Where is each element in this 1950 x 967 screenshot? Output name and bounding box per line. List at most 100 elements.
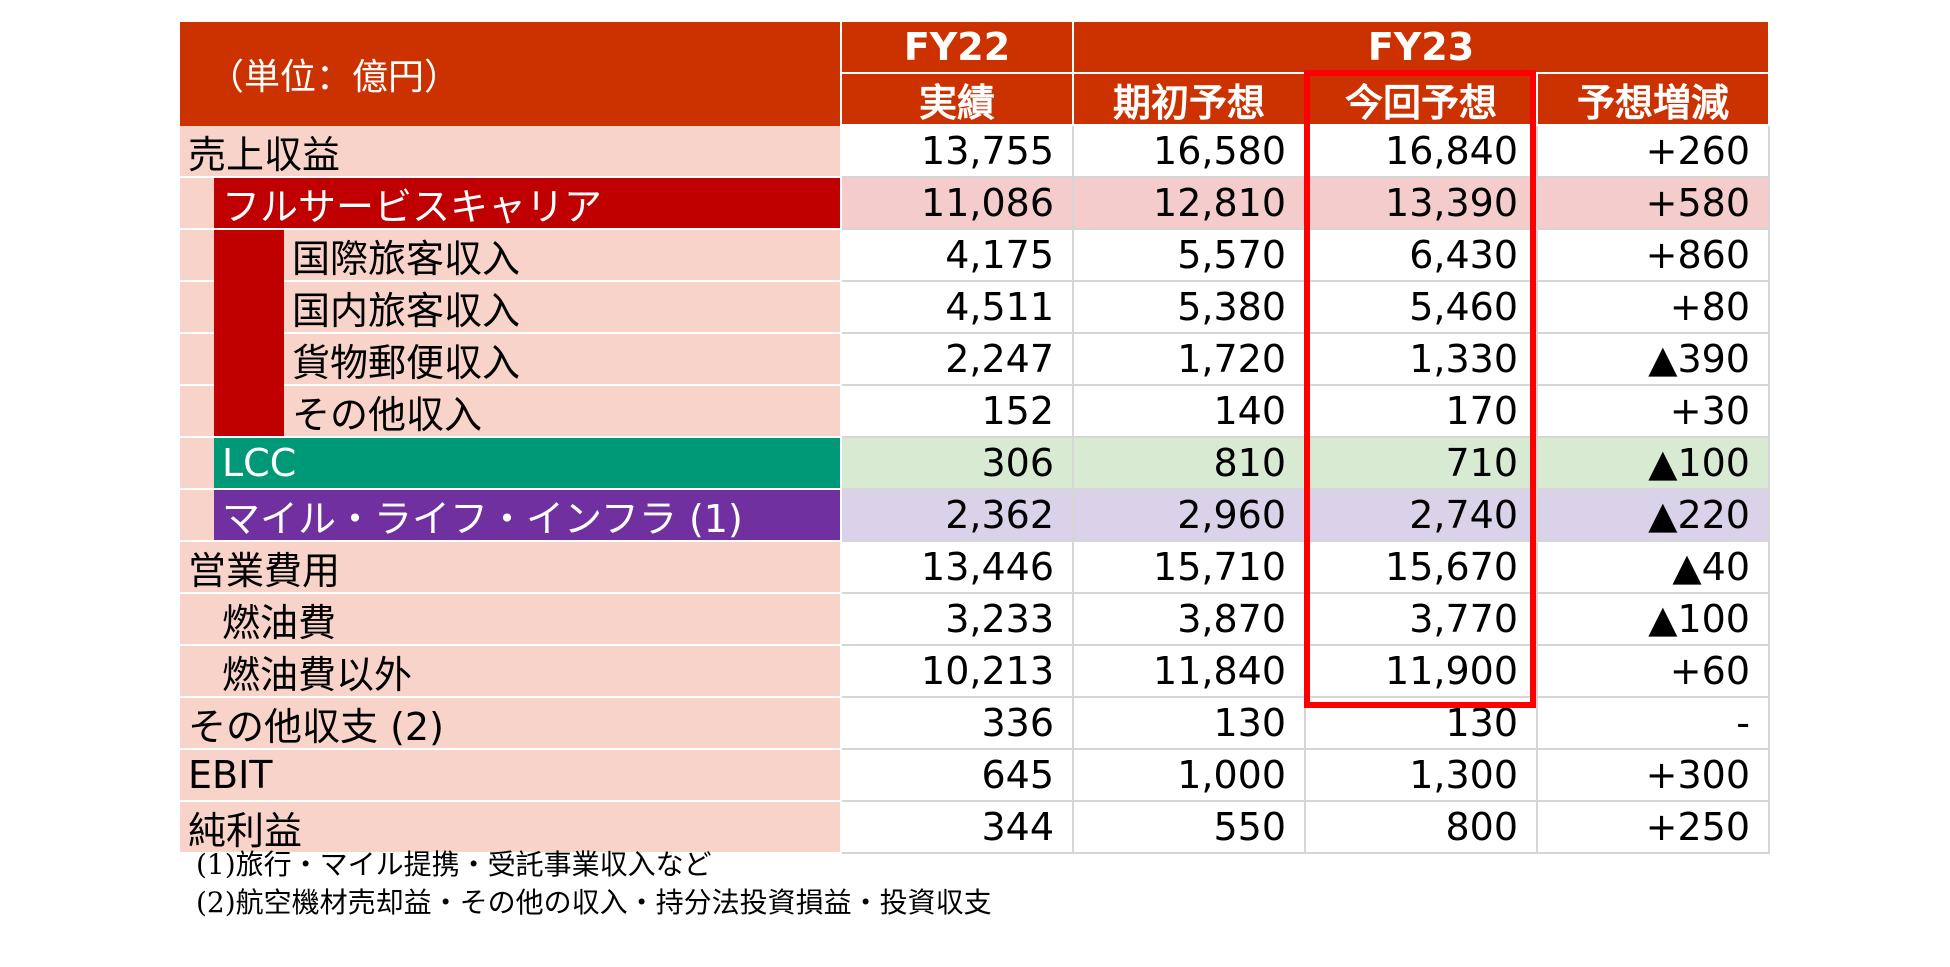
col-actual: 実績 bbox=[842, 74, 1074, 126]
value-cell: 2,960 bbox=[1074, 490, 1306, 542]
row-label: 燃油費 bbox=[222, 600, 337, 645]
value-cell: 15,710 bbox=[1074, 542, 1306, 594]
row-label: LCC bbox=[222, 441, 297, 485]
footnotes: (1)旅行・マイル提携・受託事業収入など (2)航空機材売却益・その他の収入・持… bbox=[196, 846, 992, 922]
footnote-2: (2)航空機材売却益・その他の収入・持分法投資損益・投資収支 bbox=[196, 886, 992, 919]
footnote-1: (1)旅行・マイル提携・受託事業収入など bbox=[196, 848, 712, 881]
value-cell: 3,870 bbox=[1074, 594, 1306, 646]
row-label: 貨物郵便収入 bbox=[292, 340, 521, 385]
value-cell: 5,570 bbox=[1074, 230, 1306, 282]
value-cell: +60 bbox=[1538, 646, 1770, 698]
value-cell: 1,000 bbox=[1074, 750, 1306, 802]
value-cell: ▲100 bbox=[1538, 594, 1770, 646]
header-row-columns: 実績 期初予想 今回予想 予想増減 bbox=[180, 74, 1770, 126]
value-cell: 3,770 bbox=[1306, 594, 1538, 646]
value-cell: 130 bbox=[1306, 698, 1538, 750]
value-cell: 344 bbox=[842, 802, 1074, 854]
table-row: その他収入 152 140 170 +30 bbox=[180, 386, 1770, 438]
value-cell: ▲100 bbox=[1538, 438, 1770, 490]
table-row: 国内旅客収入 4,511 5,380 5,460 +80 bbox=[180, 282, 1770, 334]
table-row: 燃油費以外 10,213 11,840 11,900 +60 bbox=[180, 646, 1770, 698]
mile-band: マイル・ライフ・インフラ (1) bbox=[214, 490, 840, 541]
fsc-bracket bbox=[214, 334, 284, 386]
table-row: 純利益 344 550 800 +250 bbox=[180, 802, 1770, 854]
row-label: 国際旅客収入 bbox=[292, 236, 521, 281]
value-cell: +80 bbox=[1538, 282, 1770, 334]
row-label: 営業費用 bbox=[188, 548, 341, 593]
value-cell: 11,900 bbox=[1306, 646, 1538, 698]
value-cell: +300 bbox=[1538, 750, 1770, 802]
financial-table: （単位：億円） FY22 FY23 実績 期初予想 今回予想 予想増減 売上収益… bbox=[180, 22, 1770, 854]
value-cell: ▲40 bbox=[1538, 542, 1770, 594]
col-initial-forecast: 期初予想 bbox=[1074, 74, 1306, 126]
value-cell: 16,840 bbox=[1306, 126, 1538, 178]
value-cell: 13,390 bbox=[1306, 178, 1538, 230]
fy22-header: FY22 bbox=[842, 22, 1074, 74]
fsc-band: フルサービスキャリア bbox=[214, 178, 840, 229]
value-cell: 1,330 bbox=[1306, 334, 1538, 386]
value-cell: 13,755 bbox=[842, 126, 1074, 178]
value-cell: 15,670 bbox=[1306, 542, 1538, 594]
table-row: 国際旅客収入 4,175 5,570 6,430 +860 bbox=[180, 230, 1770, 282]
value-cell: 550 bbox=[1074, 802, 1306, 854]
value-cell: 710 bbox=[1306, 438, 1538, 490]
value-cell: 12,810 bbox=[1074, 178, 1306, 230]
row-label: フルサービスキャリア bbox=[222, 184, 603, 229]
value-cell: +580 bbox=[1538, 178, 1770, 230]
fy23-header: FY23 bbox=[1074, 22, 1770, 74]
row-label: 純利益 bbox=[188, 808, 303, 853]
value-cell: 1,720 bbox=[1074, 334, 1306, 386]
value-cell: 152 bbox=[842, 386, 1074, 438]
value-cell: 810 bbox=[1074, 438, 1306, 490]
value-cell: 336 bbox=[842, 698, 1074, 750]
value-cell: 140 bbox=[1074, 386, 1306, 438]
table-row: EBIT 645 1,000 1,300 +300 bbox=[180, 750, 1770, 802]
table-row: 売上収益 13,755 16,580 16,840 +260 bbox=[180, 126, 1770, 178]
row-label: EBIT bbox=[188, 753, 273, 797]
value-cell: 6,430 bbox=[1306, 230, 1538, 282]
value-cell: 10,213 bbox=[842, 646, 1074, 698]
value-cell: 4,175 bbox=[842, 230, 1074, 282]
row-label: 燃油費以外 bbox=[222, 652, 413, 697]
value-cell: +30 bbox=[1538, 386, 1770, 438]
row-label: 国内旅客収入 bbox=[292, 288, 521, 333]
value-cell: 2,247 bbox=[842, 334, 1074, 386]
value-cell: 11,086 bbox=[842, 178, 1074, 230]
col-current-forecast: 今回予想 bbox=[1306, 74, 1538, 126]
value-cell: 5,380 bbox=[1074, 282, 1306, 334]
value-cell: ▲390 bbox=[1538, 334, 1770, 386]
row-label: その他収支 (2) bbox=[188, 704, 444, 749]
table-row: 営業費用 13,446 15,710 15,670 ▲40 bbox=[180, 542, 1770, 594]
value-cell: 170 bbox=[1306, 386, 1538, 438]
value-cell: 4,511 bbox=[842, 282, 1074, 334]
row-label: マイル・ライフ・インフラ (1) bbox=[222, 496, 743, 541]
value-cell: 13,446 bbox=[842, 542, 1074, 594]
value-cell: 5,460 bbox=[1306, 282, 1538, 334]
row-label: 売上収益 bbox=[188, 132, 341, 177]
fsc-bracket bbox=[214, 386, 284, 436]
value-cell: +860 bbox=[1538, 230, 1770, 282]
value-cell: 800 bbox=[1306, 802, 1538, 854]
value-cell: 11,840 bbox=[1074, 646, 1306, 698]
value-cell: 130 bbox=[1074, 698, 1306, 750]
table-row: フルサービスキャリア 11,086 12,810 13,390 +580 bbox=[180, 178, 1770, 230]
fsc-bracket bbox=[214, 282, 284, 334]
header-row-fiscal-year: FY22 FY23 bbox=[180, 22, 1770, 74]
lcc-band: LCC bbox=[214, 438, 840, 488]
value-cell: +260 bbox=[1538, 126, 1770, 178]
value-cell: 2,362 bbox=[842, 490, 1074, 542]
value-cell: - bbox=[1538, 698, 1770, 750]
table-row: その他収支 (2) 336 130 130 - bbox=[180, 698, 1770, 750]
value-cell: 306 bbox=[842, 438, 1074, 490]
col-forecast-change: 予想増減 bbox=[1538, 74, 1770, 126]
value-cell: +250 bbox=[1538, 802, 1770, 854]
table-row: 燃油費 3,233 3,870 3,770 ▲100 bbox=[180, 594, 1770, 646]
unit-label: （単位：億円） bbox=[180, 22, 842, 126]
fsc-bracket bbox=[214, 230, 284, 282]
table-row: マイル・ライフ・インフラ (1) 2,362 2,960 2,740 ▲220 bbox=[180, 490, 1770, 542]
table-row: 貨物郵便収入 2,247 1,720 1,330 ▲390 bbox=[180, 334, 1770, 386]
value-cell: ▲220 bbox=[1538, 490, 1770, 542]
value-cell: 16,580 bbox=[1074, 126, 1306, 178]
value-cell: 645 bbox=[842, 750, 1074, 802]
value-cell: 1,300 bbox=[1306, 750, 1538, 802]
